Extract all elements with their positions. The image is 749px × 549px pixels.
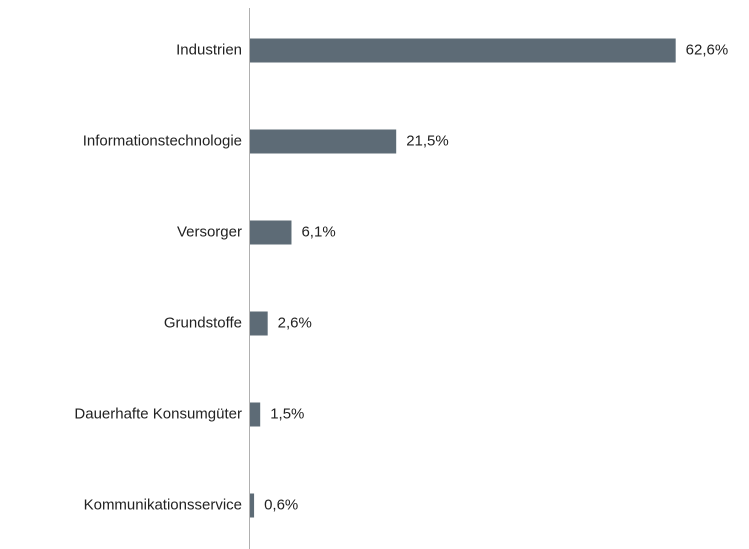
category-label: Versorger xyxy=(177,223,242,240)
bar xyxy=(250,402,261,427)
bar xyxy=(250,38,676,63)
value-label: 2,6% xyxy=(278,314,312,331)
value-label: 6,1% xyxy=(301,223,335,240)
category-label: Informationstechnologie xyxy=(83,132,242,149)
category-label: Kommunikationsservice xyxy=(84,496,242,513)
category-label: Dauerhafte Konsumgüter xyxy=(74,405,242,422)
value-label: 62,6% xyxy=(686,41,729,58)
bar xyxy=(250,220,292,245)
value-label: 21,5% xyxy=(406,132,449,149)
bar xyxy=(250,311,268,336)
category-label: Grundstoffe xyxy=(164,314,242,331)
bar xyxy=(250,493,255,518)
value-label: 0,6% xyxy=(264,496,298,513)
value-label: 1,5% xyxy=(270,405,304,422)
category-label: Industrien xyxy=(176,41,242,58)
bar xyxy=(250,129,397,154)
